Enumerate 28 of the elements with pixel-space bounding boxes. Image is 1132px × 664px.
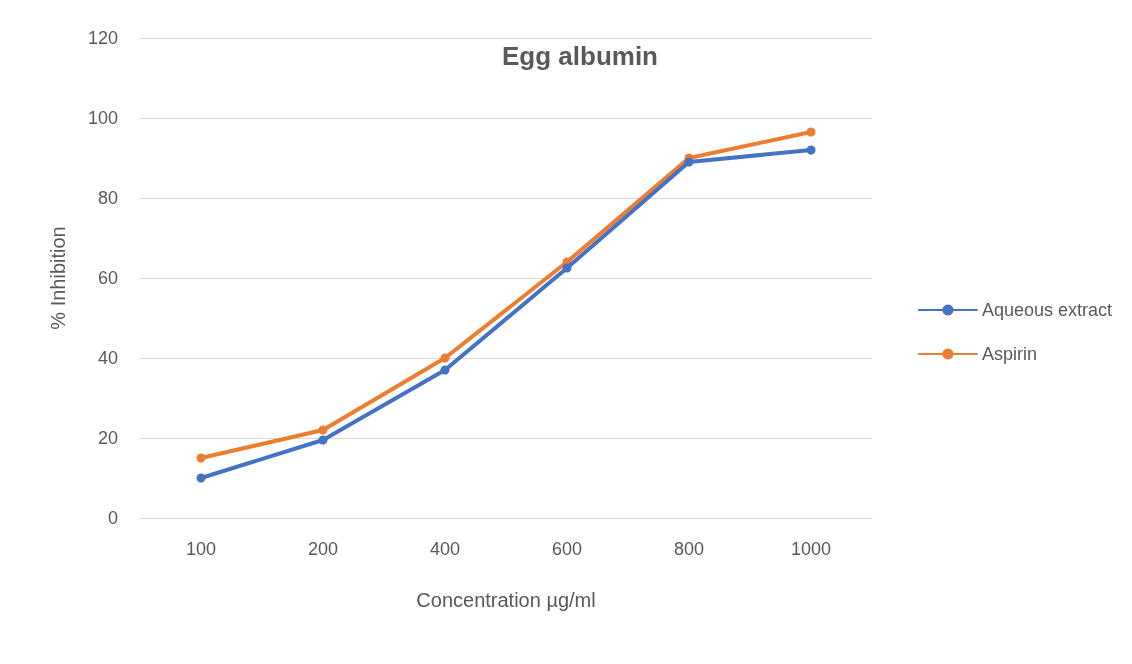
chart-title: Egg albumin bbox=[502, 41, 658, 71]
x-tick-label: 800 bbox=[673, 539, 705, 559]
x-tick-label: 400 bbox=[429, 539, 461, 559]
point bbox=[684, 157, 694, 167]
x-axis-title: Concentration µg/ml bbox=[416, 589, 596, 611]
y-tick-label: 20 bbox=[97, 428, 118, 448]
point bbox=[562, 263, 572, 273]
y-tick-label: 60 bbox=[97, 268, 118, 288]
y-tick-label: 40 bbox=[97, 348, 118, 368]
x-tick-label: 600 bbox=[551, 539, 583, 559]
x-tick-label: 200 bbox=[307, 539, 339, 559]
legend-label: Aqueous extract bbox=[981, 300, 1112, 320]
y-tick-label: 0 bbox=[107, 508, 118, 528]
point bbox=[806, 145, 816, 155]
point bbox=[196, 453, 206, 463]
y-tick-label: 100 bbox=[87, 108, 118, 128]
point bbox=[440, 365, 450, 375]
point bbox=[440, 353, 450, 363]
point bbox=[318, 435, 328, 445]
y-axis-title: % Inhibition bbox=[47, 226, 69, 330]
y-tick-label: 120 bbox=[87, 28, 118, 48]
point bbox=[806, 127, 816, 137]
point bbox=[318, 425, 328, 435]
x-tick-label: 100 bbox=[185, 539, 217, 559]
point bbox=[196, 473, 206, 483]
y-tick-label: 80 bbox=[97, 188, 118, 208]
x-tick-label: 1000 bbox=[790, 539, 832, 559]
legend-label: Aspirin bbox=[981, 344, 1037, 364]
